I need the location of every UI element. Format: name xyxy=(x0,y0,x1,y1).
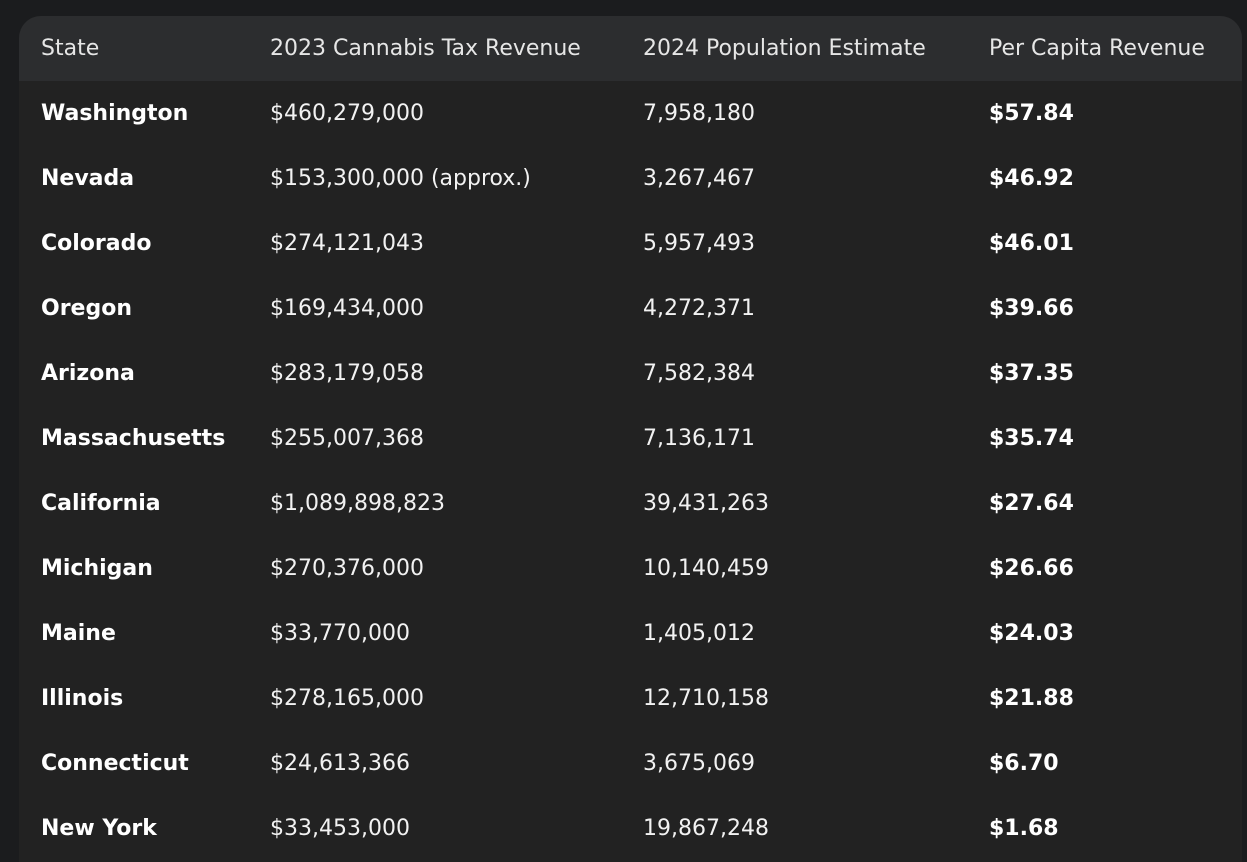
per-capita-cell: $39.66 xyxy=(989,296,1074,321)
state-cell: Washington xyxy=(41,101,189,126)
population-cell: 12,710,158 xyxy=(643,686,769,711)
population-cell: 3,267,467 xyxy=(643,166,755,191)
header-state: State xyxy=(41,36,100,61)
tax-revenue-cell: $33,770,000 xyxy=(270,621,410,646)
table-row: Washington $460,279,000 7,958,180 $57.84 xyxy=(19,81,1242,146)
table-header: State 2023 Cannabis Tax Revenue 2024 Pop… xyxy=(19,16,1242,81)
state-cell: Massachusetts xyxy=(41,426,226,451)
table-row: Nevada $153,300,000 (approx.) 3,267,467 … xyxy=(19,146,1242,211)
state-cell: Colorado xyxy=(41,231,152,256)
tax-revenue-cell: $255,007,368 xyxy=(270,426,424,451)
population-cell: 10,140,459 xyxy=(643,556,769,581)
tax-revenue-cell: $33,453,000 xyxy=(270,816,410,841)
tax-revenue-cell: $274,121,043 xyxy=(270,231,424,256)
header-per-capita: Per Capita Revenue xyxy=(989,36,1205,61)
per-capita-cell: $24.03 xyxy=(989,621,1074,646)
population-cell: 5,957,493 xyxy=(643,231,755,256)
state-cell: New York xyxy=(41,816,157,841)
table-row: Colorado $274,121,043 5,957,493 $46.01 xyxy=(19,211,1242,276)
table-row: Connecticut $24,613,366 3,675,069 $6.70 xyxy=(19,731,1242,796)
state-cell: Nevada xyxy=(41,166,135,191)
population-cell: 7,582,384 xyxy=(643,361,755,386)
table-row: California $1,089,898,823 39,431,263 $27… xyxy=(19,471,1242,536)
state-cell: Connecticut xyxy=(41,751,189,776)
state-cell: Arizona xyxy=(41,361,135,386)
header-population: 2024 Population Estimate xyxy=(643,36,926,61)
tax-revenue-cell: $270,376,000 xyxy=(270,556,424,581)
population-cell: 7,958,180 xyxy=(643,101,755,126)
population-cell: 4,272,371 xyxy=(643,296,755,321)
tax-revenue-cell: $24,613,366 xyxy=(270,751,410,776)
state-cell: Oregon xyxy=(41,296,132,321)
tax-revenue-cell: $460,279,000 xyxy=(270,101,424,126)
per-capita-cell: $6.70 xyxy=(989,751,1059,776)
population-cell: 39,431,263 xyxy=(643,491,769,516)
per-capita-cell: $57.84 xyxy=(989,101,1074,126)
header-tax-revenue: 2023 Cannabis Tax Revenue xyxy=(270,36,581,61)
per-capita-cell: $26.66 xyxy=(989,556,1074,581)
population-cell: 19,867,248 xyxy=(643,816,769,841)
state-cell: Michigan xyxy=(41,556,153,581)
table-row: Maine $33,770,000 1,405,012 $24.03 xyxy=(19,601,1242,666)
per-capita-cell: $37.35 xyxy=(989,361,1074,386)
tax-revenue-cell: $283,179,058 xyxy=(270,361,424,386)
population-cell: 7,136,171 xyxy=(643,426,755,451)
state-cell: California xyxy=(41,491,161,516)
tax-revenue-cell: $278,165,000 xyxy=(270,686,424,711)
per-capita-cell: $27.64 xyxy=(989,491,1074,516)
state-cell: Illinois xyxy=(41,686,124,711)
tax-revenue-cell: $169,434,000 xyxy=(270,296,424,321)
population-cell: 1,405,012 xyxy=(643,621,755,646)
per-capita-cell: $46.01 xyxy=(989,231,1074,256)
table-row: Arizona $283,179,058 7,582,384 $37.35 xyxy=(19,341,1242,406)
tax-revenue-cell: $153,300,000 (approx.) xyxy=(270,166,531,191)
per-capita-cell: $46.92 xyxy=(989,166,1074,191)
table-row: New York $33,453,000 19,867,248 $1.68 xyxy=(19,796,1242,861)
tax-revenue-cell: $1,089,898,823 xyxy=(270,491,445,516)
table-row: Illinois $278,165,000 12,710,158 $21.88 xyxy=(19,666,1242,731)
table-row: Massachusetts $255,007,368 7,136,171 $35… xyxy=(19,406,1242,471)
per-capita-cell: $1.68 xyxy=(989,816,1059,841)
table-row: Michigan $270,376,000 10,140,459 $26.66 xyxy=(19,536,1242,601)
state-cell: Maine xyxy=(41,621,116,646)
revenue-table: State 2023 Cannabis Tax Revenue 2024 Pop… xyxy=(19,16,1242,862)
population-cell: 3,675,069 xyxy=(643,751,755,776)
per-capita-cell: $21.88 xyxy=(989,686,1074,711)
table-row: Oregon $169,434,000 4,272,371 $39.66 xyxy=(19,276,1242,341)
per-capita-cell: $35.74 xyxy=(989,426,1074,451)
